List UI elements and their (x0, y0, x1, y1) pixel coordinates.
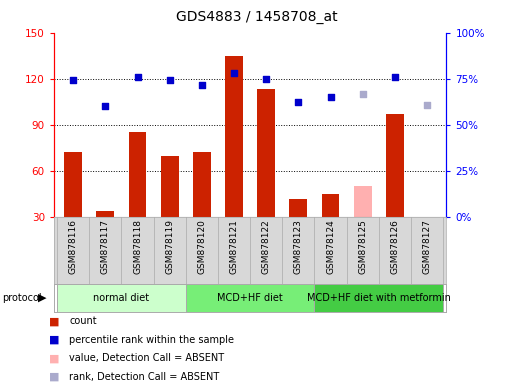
Text: GSM878116: GSM878116 (69, 219, 77, 274)
Text: GSM878118: GSM878118 (133, 219, 142, 274)
Text: ■: ■ (49, 353, 59, 363)
Bar (258, 89, 275, 217)
Point (101, 103, 109, 109)
Text: rank, Detection Call = ABSENT: rank, Detection Call = ABSENT (69, 372, 220, 382)
Text: ■: ■ (49, 372, 59, 382)
Text: GSM878127: GSM878127 (423, 219, 431, 274)
Text: GSM878121: GSM878121 (229, 219, 239, 274)
Point (423, 102, 431, 108)
Text: value, Detection Call = ABSENT: value, Detection Call = ABSENT (69, 353, 224, 363)
Text: GSM878125: GSM878125 (358, 219, 367, 274)
Bar (354, 186, 371, 217)
Text: GSM878123: GSM878123 (294, 219, 303, 274)
Text: GSM878119: GSM878119 (165, 219, 174, 274)
Point (69, 77, 77, 83)
Bar (96, 211, 114, 217)
Point (359, 91, 367, 97)
Bar (314, 284, 443, 312)
Bar (57, 284, 186, 312)
Text: GSM878120: GSM878120 (198, 219, 206, 274)
Bar (161, 156, 179, 217)
Text: ■: ■ (49, 335, 59, 345)
Bar (186, 284, 314, 312)
Point (262, 76, 270, 82)
Text: GDS4883 / 1458708_at: GDS4883 / 1458708_at (175, 10, 338, 23)
Point (230, 70, 238, 76)
Text: MCD+HF diet with metformin: MCD+HF diet with metformin (307, 293, 451, 303)
Point (198, 82, 206, 88)
Text: count: count (69, 316, 97, 326)
Bar (289, 199, 307, 217)
Point (133, 74, 142, 80)
Point (326, 94, 334, 100)
Text: GSM878126: GSM878126 (390, 219, 399, 274)
Point (294, 99, 303, 105)
Bar (418, 217, 436, 222)
Text: ▶: ▶ (38, 293, 47, 303)
Bar (64, 152, 82, 217)
Bar (322, 194, 340, 217)
Bar (386, 114, 404, 217)
Point (166, 77, 174, 83)
Text: ■: ■ (49, 316, 59, 326)
Bar (225, 56, 243, 217)
Text: GSM878117: GSM878117 (101, 219, 110, 274)
Text: normal diet: normal diet (93, 293, 149, 303)
Text: GSM878124: GSM878124 (326, 219, 335, 274)
Text: MCD+HF diet: MCD+HF diet (217, 293, 283, 303)
Text: GSM878122: GSM878122 (262, 219, 271, 274)
Bar (129, 132, 146, 217)
Text: percentile rank within the sample: percentile rank within the sample (69, 335, 234, 345)
Bar (193, 152, 211, 217)
Point (391, 74, 399, 80)
Text: protocol: protocol (3, 293, 42, 303)
